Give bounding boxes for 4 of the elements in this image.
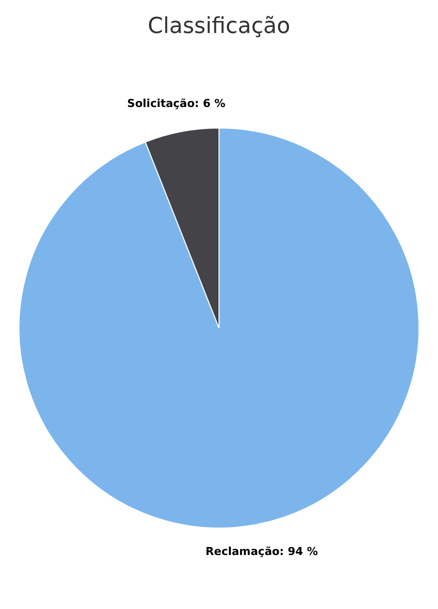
slice-label: Reclamação: 94 % [206, 544, 318, 558]
pie-slice [18, 128, 420, 528]
chart-title: Classificação [148, 14, 290, 39]
slice-label: Solicitação: 6 % [127, 97, 226, 110]
